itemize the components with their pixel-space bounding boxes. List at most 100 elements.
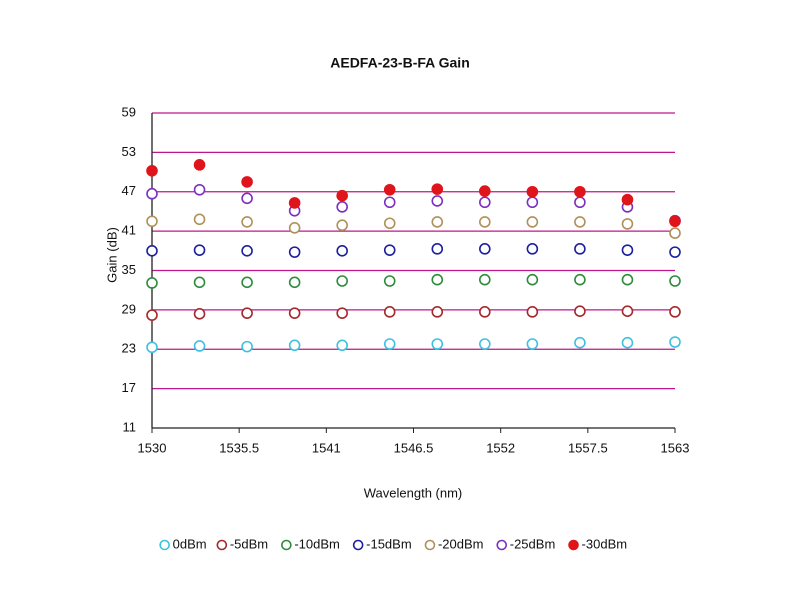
scatter-point: [526, 273, 539, 286]
scatter-point: [669, 275, 681, 287]
scatter-point: [574, 196, 586, 209]
legend-marker: [352, 539, 364, 551]
scatter-point: [193, 159, 206, 171]
scatter-point: [288, 197, 301, 209]
scatter-point: [431, 216, 444, 228]
x-axis-label: Wavelength (nm): [364, 485, 463, 500]
y-tick-label: 29: [122, 301, 136, 316]
scatter-point: [193, 244, 206, 256]
scatter-point: [526, 216, 539, 228]
legend-marker: [216, 539, 228, 551]
scatter-point: [669, 336, 681, 348]
scatter-point: [621, 273, 634, 286]
y-tick-label: 47: [122, 183, 136, 198]
scatter-point: [336, 339, 348, 352]
scatter-point: [146, 164, 158, 177]
scatter-point: [193, 308, 206, 320]
scatter-point: [431, 338, 444, 350]
y-tick-label: 17: [122, 380, 136, 395]
legend-marker: [568, 539, 579, 551]
x-tick-label: 1535.5: [219, 440, 259, 455]
scatter-point: [621, 218, 634, 230]
y-tick-label: 23: [122, 341, 136, 356]
scatter-point: [146, 187, 158, 200]
scatter-point: [431, 306, 444, 318]
scatter-point: [479, 273, 491, 286]
scatter-point: [526, 243, 539, 255]
scatter-point: [288, 307, 301, 319]
scatter-point: [241, 176, 253, 188]
legend-marker: [281, 539, 292, 551]
scatter-point: [336, 275, 348, 287]
scatter-point: [479, 196, 491, 209]
scatter-point: [574, 216, 586, 228]
scatter-point: [336, 201, 348, 213]
scatter-point: [669, 215, 681, 228]
scatter-point: [288, 246, 301, 258]
scatter-point: [146, 277, 158, 289]
legend-label: -20dBm: [438, 536, 484, 551]
y-tick-label: 35: [122, 262, 136, 277]
scatter-point: [383, 338, 396, 350]
scatter-point: [241, 192, 253, 205]
scatter-point: [288, 222, 301, 234]
scatter-point: [146, 309, 158, 321]
y-tick-label: 11: [123, 419, 137, 434]
scatter-point: [193, 276, 206, 289]
scatter-point: [336, 307, 348, 319]
scatter-point: [146, 341, 158, 354]
scatter-point: [621, 336, 634, 349]
scatter-point: [383, 196, 396, 209]
scatter-point: [336, 245, 348, 257]
scatter-point: [621, 305, 634, 317]
scatter-point: [431, 243, 444, 255]
scatter-point: [241, 216, 253, 228]
scatter-point: [621, 244, 634, 256]
legend-marker: [424, 539, 436, 551]
scatter-point: [526, 306, 539, 318]
scatter-point: [241, 276, 253, 289]
scatter-point: [383, 244, 396, 256]
scatter-point: [146, 245, 158, 257]
scatter-point: [431, 183, 444, 195]
x-tick-label: 1546.5: [394, 440, 434, 455]
scatter-point: [193, 213, 206, 226]
legend-label: -25dBm: [510, 536, 556, 551]
legend-label: -30dBm: [582, 536, 628, 551]
scatter-point: [336, 189, 348, 202]
scatter-point: [479, 216, 491, 228]
legend-label: -15dBm: [366, 536, 412, 551]
scatter-point: [669, 227, 681, 239]
legend-label: 0dBm: [173, 536, 207, 551]
scatter-point: [336, 219, 348, 232]
scatter-point: [574, 185, 586, 198]
legend-label: -5dBm: [230, 536, 268, 551]
legend-marker: [159, 539, 170, 551]
x-tick-label: 1552: [486, 440, 515, 455]
legend-marker: [496, 539, 508, 551]
scatter-point: [146, 215, 158, 228]
scatter-point: [621, 193, 634, 206]
scatter-point: [193, 183, 206, 196]
scatter-point: [669, 306, 681, 318]
y-tick-label: 53: [122, 144, 136, 159]
scatter-point: [431, 195, 444, 207]
scatter-point: [193, 340, 206, 352]
scatter-point: [574, 273, 586, 286]
x-tick-label: 1530: [138, 440, 167, 455]
scatter-point: [526, 185, 539, 198]
scatter-point: [526, 196, 539, 209]
scatter-point: [479, 306, 491, 318]
x-tick-label: 1557.5: [568, 440, 608, 455]
x-tick-label: 1541: [312, 440, 341, 455]
y-tick-label: 41: [122, 223, 136, 238]
scatter-point: [479, 243, 491, 255]
scatter-point: [241, 340, 253, 353]
x-tick-label: 1563: [661, 440, 690, 455]
scatter-point: [574, 305, 586, 317]
scatter-point: [383, 306, 396, 318]
scatter-point: [241, 245, 253, 257]
y-tick-label: 59: [122, 104, 136, 119]
scatter-point: [574, 243, 586, 255]
